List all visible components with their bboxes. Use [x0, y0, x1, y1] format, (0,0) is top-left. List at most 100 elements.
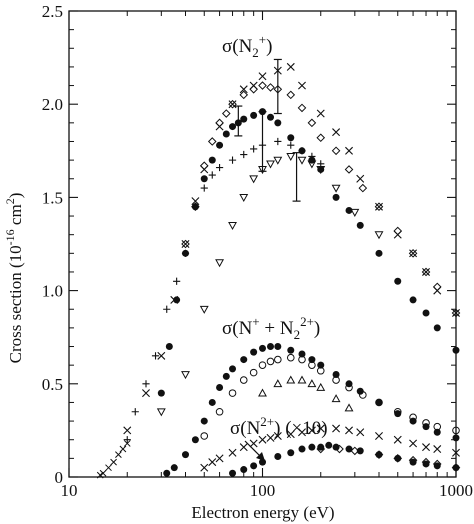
data-point-open-triangle-up — [273, 379, 283, 388]
data-point-plus — [298, 147, 306, 155]
data-point-cross — [258, 435, 267, 444]
y-tick-label: 1.0 — [42, 282, 63, 301]
data-point-filled-circle — [200, 175, 208, 183]
data-point-plus — [181, 249, 190, 257]
data-point-small-cross — [99, 469, 107, 477]
data-point-plus — [191, 203, 199, 211]
data-point-open-diamond — [393, 454, 403, 463]
data-point-small-cross — [115, 451, 122, 458]
data-point-filled-circle — [157, 389, 165, 397]
data-point-cross — [239, 85, 248, 94]
data-point-filled-circle — [308, 443, 316, 451]
data-point-plus — [240, 150, 248, 159]
data-point-open-diamond — [451, 308, 461, 318]
data-point-open-circle — [200, 432, 209, 440]
plot-frame — [68, 10, 457, 478]
data-point-open-diamond — [451, 463, 461, 472]
data-point-open-triangle-up — [307, 379, 317, 388]
error-bars — [234, 58, 301, 202]
data-point-open-circle — [433, 422, 442, 431]
data-point-cross — [239, 443, 248, 452]
y-tick-label: 2.0 — [42, 95, 63, 114]
data-point-open-triangle-down — [181, 371, 190, 380]
x-tick-label: 1000 — [439, 481, 473, 500]
data-point-cross — [422, 267, 431, 276]
data-point-filled-circle — [240, 466, 248, 474]
data-point-open-diamond — [408, 455, 418, 465]
data-point-cross — [422, 443, 431, 452]
data-point-filled-circle — [452, 346, 460, 354]
data-marks — [96, 62, 461, 479]
data-point-cross — [266, 433, 275, 442]
data-point-cross — [273, 432, 282, 440]
data-point-open-triangle-down — [156, 408, 166, 417]
data-point-cross — [258, 72, 267, 81]
data-point-filled-circle — [287, 134, 295, 142]
data-point-filled-circle — [274, 119, 282, 127]
data-point-filled-circle — [229, 123, 237, 131]
data-point-filled-circle — [433, 462, 441, 470]
x-tick-label: 100 — [250, 481, 276, 500]
data-point-open-triangle-down — [374, 231, 384, 240]
data-point-filled-circle — [422, 460, 430, 468]
data-point-cross — [452, 308, 460, 317]
data-point-open-triangle-down — [316, 166, 326, 175]
data-point-filled-circle — [216, 141, 224, 149]
data-point-filled-circle — [274, 452, 282, 460]
data-point-open-diamond — [331, 146, 341, 156]
data-point-cross — [345, 426, 354, 435]
data-point-plus — [200, 184, 208, 192]
data-point-open-circle — [452, 426, 460, 435]
y-tick-label: 0 — [55, 468, 64, 487]
data-point-filled-circle — [375, 398, 383, 406]
y-tick-label: 0.5 — [42, 375, 63, 394]
data-point-open-circle — [422, 419, 430, 427]
axis-ticks: 10 100 1000 0 0.5 1.0 1.5 2.0 2.5 — [42, 2, 473, 500]
data-point-plus — [215, 163, 224, 172]
data-point-cross — [307, 426, 316, 435]
data-point-filled-circle — [267, 343, 275, 351]
data-point-open-circle — [298, 355, 306, 364]
data-point-plus — [250, 145, 258, 153]
data-point-cross — [409, 249, 418, 258]
data-point-open-diamond — [221, 109, 231, 118]
data-point-open-triangle-up — [331, 394, 341, 403]
data-point-open-diamond — [286, 90, 296, 100]
data-point-plus — [163, 305, 171, 313]
data-point-open-diamond — [207, 137, 217, 146]
data-point-filled-circle — [394, 454, 402, 462]
data-point-open-triangle-down — [266, 160, 275, 169]
annotation-n2pp-arrow — [244, 440, 265, 461]
data-point-filled-circle — [298, 350, 306, 358]
data-point-cross — [249, 81, 258, 90]
data-point-filled-circle — [332, 370, 340, 378]
data-point-cross — [249, 439, 258, 448]
data-point-filled-circle — [452, 434, 460, 442]
data-point-open-circle — [258, 361, 267, 369]
data-point-cross — [191, 197, 200, 206]
annotation-np: σ(N+ + N22+) — [222, 314, 320, 342]
data-point-small-cross — [123, 440, 131, 447]
data-point-open-diamond — [335, 444, 344, 454]
data-point-cross — [356, 174, 365, 183]
data-point-open-triangle-down — [350, 208, 360, 217]
data-point-open-triangle-up — [286, 375, 296, 384]
data-point-cross — [215, 122, 224, 131]
data-point-small-cross — [110, 458, 117, 466]
y-tick-label: 2.5 — [42, 2, 63, 21]
data-point-filled-circle — [332, 193, 340, 201]
data-point-open-diamond — [358, 183, 368, 193]
data-point-open-diamond — [344, 165, 354, 174]
data-point-filled-circle — [250, 348, 258, 356]
data-point-open-triangle-up — [344, 403, 354, 412]
plot-frame-rect — [68, 10, 457, 478]
data-point-cross — [123, 426, 132, 435]
data-point-filled-circle — [208, 398, 216, 406]
data-point-open-triangle-up — [297, 375, 307, 384]
data-point-plus — [131, 408, 139, 416]
data-point-filled-circle — [375, 249, 383, 257]
data-point-filled-circle — [375, 451, 383, 459]
data-point-plus — [123, 436, 131, 444]
data-point-open-circle — [345, 383, 353, 392]
